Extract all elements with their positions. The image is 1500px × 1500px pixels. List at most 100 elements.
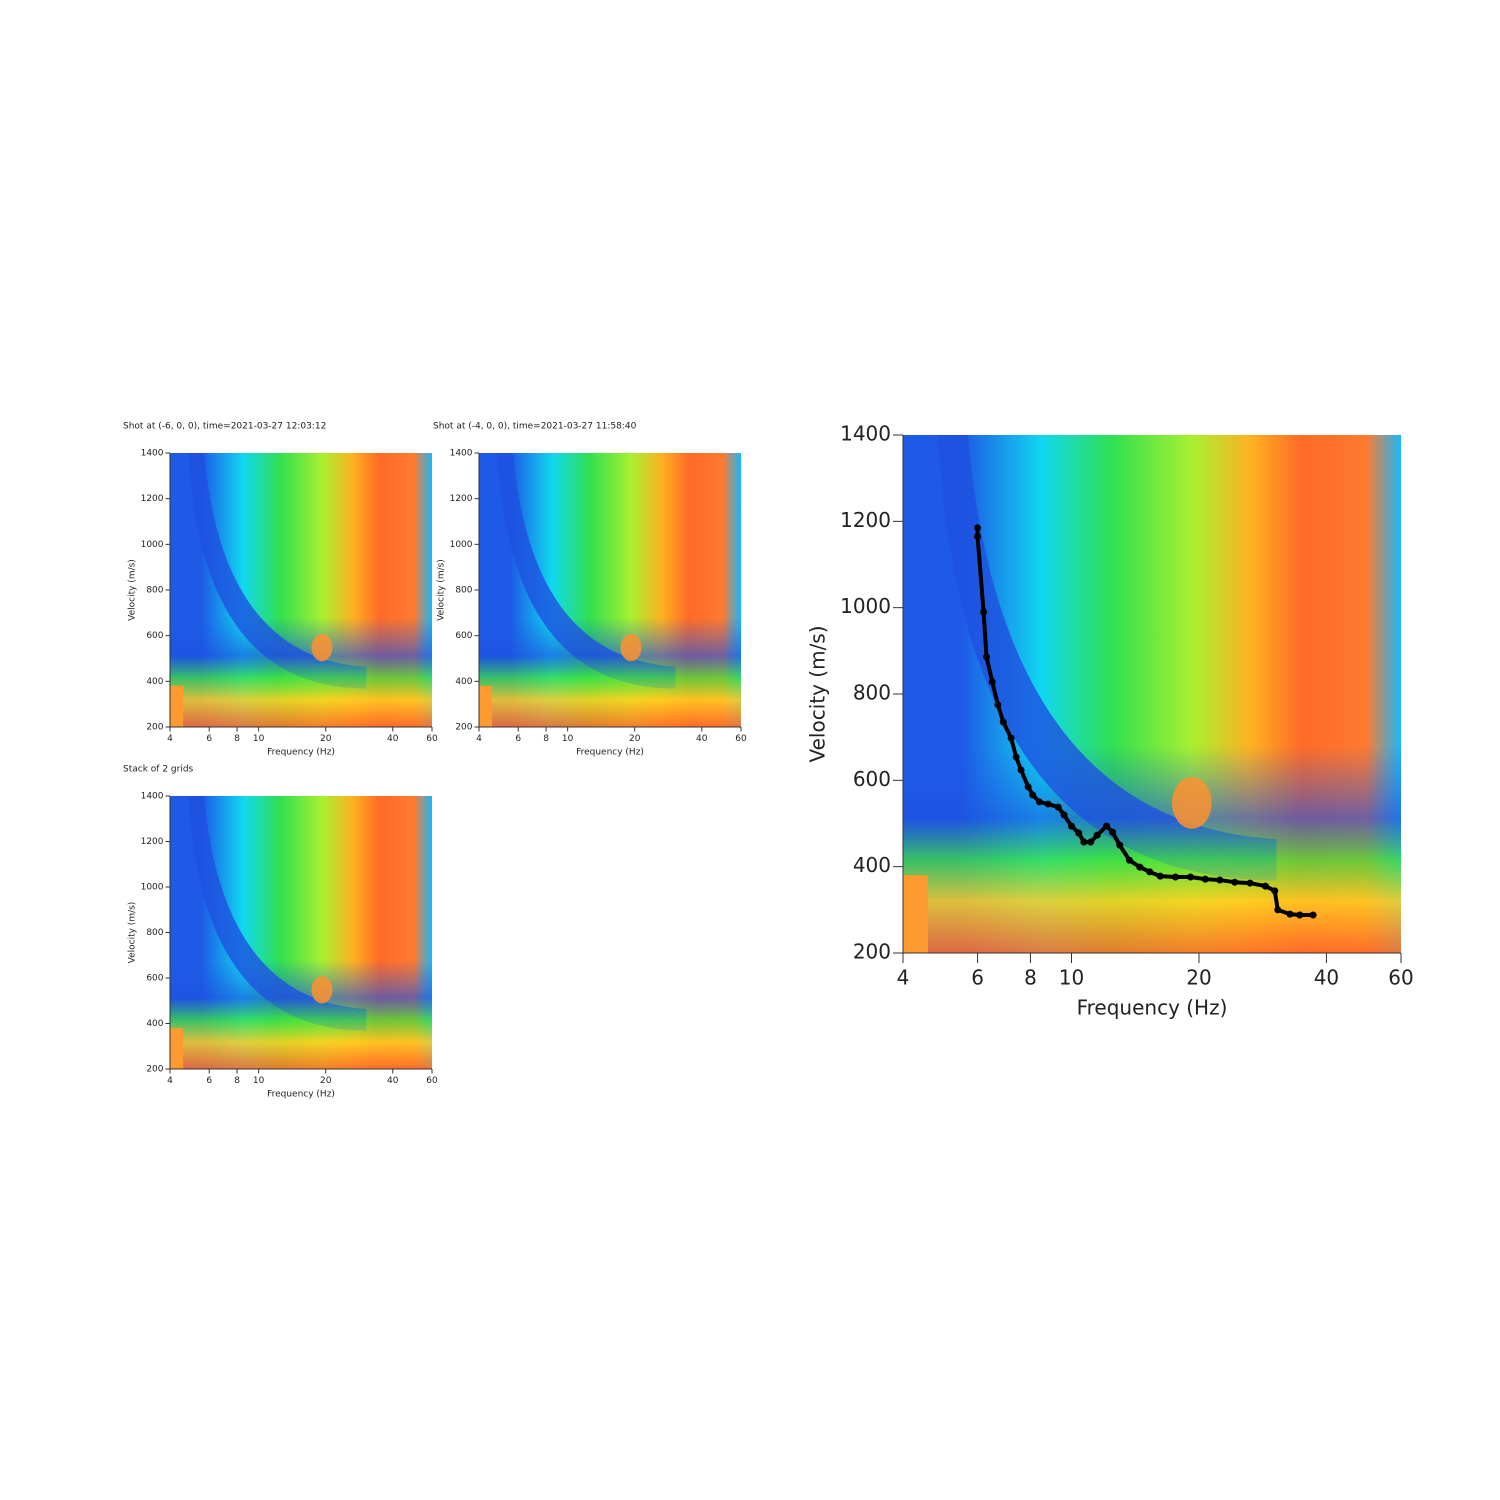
picked-point: [974, 532, 982, 540]
heatmap-edge: [170, 1028, 184, 1069]
y-tick-label: 1200: [840, 508, 891, 532]
y-tick-label: 400: [146, 677, 163, 687]
picked-point: [1044, 800, 1052, 808]
x-tick-label: 10: [253, 734, 265, 744]
picked-point: [1286, 910, 1294, 918]
y-axis-label: Velocity (m/s): [128, 902, 138, 964]
x-axis-label: Frequency (Hz): [1077, 996, 1228, 1020]
x-tick-label: 8: [1024, 966, 1037, 990]
x-tick-label: 10: [562, 734, 574, 744]
x-axis-label: Frequency (Hz): [267, 1090, 335, 1100]
y-tick-label: 400: [853, 853, 891, 877]
x-tick-label: 60: [426, 1076, 438, 1086]
picked-point: [974, 524, 982, 532]
y-tick-label: 1000: [141, 540, 164, 550]
picked-point: [1075, 829, 1083, 837]
x-tick-label: 60: [426, 734, 438, 744]
x-tick-label: 8: [543, 734, 549, 744]
picked-point: [1080, 838, 1088, 846]
x-tick-label: 60: [735, 734, 747, 744]
x-tick-label: 40: [387, 1076, 399, 1086]
picked-point: [980, 608, 988, 616]
y-tick-label: 1400: [141, 792, 164, 802]
x-tick-label: 6: [971, 966, 984, 990]
x-tick-label: 4: [897, 966, 910, 990]
heatmap-spot: [311, 976, 333, 1004]
picked-point: [1012, 753, 1020, 761]
x-tick-label: 6: [206, 1076, 212, 1086]
picked-point: [1216, 876, 1224, 884]
picked-point: [1309, 911, 1317, 919]
y-tick-label: 1400: [141, 449, 164, 459]
picked-point: [1029, 791, 1037, 799]
panel-title: Stack of 2 grids: [123, 765, 194, 775]
y-tick-label: 200: [146, 1065, 163, 1075]
picked-point: [1116, 841, 1124, 849]
picked-point: [1109, 828, 1117, 836]
x-tick-label: 10: [253, 1076, 265, 1086]
x-tick-label: 20: [320, 1076, 332, 1086]
picked-point: [1296, 911, 1304, 919]
x-tick-label: 10: [1059, 966, 1084, 990]
heatmap-bottom-band: [903, 745, 1401, 953]
heatmap-edge: [479, 685, 493, 727]
picked-point: [988, 678, 996, 686]
picked-point: [983, 653, 991, 661]
y-tick-label: 600: [146, 631, 163, 641]
y-tick-label: 800: [853, 681, 891, 705]
y-tick-label: 1000: [840, 594, 891, 618]
y-tick-label: 1200: [450, 494, 473, 504]
picked-point: [1060, 811, 1068, 819]
picked-point: [1201, 875, 1209, 883]
picked-point: [1187, 873, 1195, 881]
heatmap-edge: [903, 875, 928, 953]
picked-point: [1054, 803, 1062, 811]
picked-point: [1103, 822, 1111, 830]
panel-title: Shot at (-6, 0, 0), time=2021-03-27 12:0…: [123, 422, 326, 432]
heatmap-spot: [620, 633, 642, 662]
heatmap-spot: [311, 633, 333, 662]
y-tick-label: 1200: [141, 494, 164, 504]
picked-point: [1146, 868, 1154, 876]
picked-point: [994, 701, 1002, 709]
x-tick-label: 6: [206, 734, 212, 744]
y-tick-label: 200: [853, 940, 891, 964]
x-tick-label: 40: [387, 734, 399, 744]
picked-point: [1156, 872, 1164, 880]
picked-point: [1171, 873, 1179, 881]
x-tick-label: 20: [629, 734, 641, 744]
y-tick-label: 400: [146, 1019, 163, 1029]
y-axis-label: Velocity (m/s): [437, 559, 447, 621]
y-axis-label: Velocity (m/s): [128, 559, 138, 621]
heatmap-edge: [170, 685, 184, 727]
y-tick-label: 800: [146, 928, 163, 938]
y-tick-label: 1000: [141, 883, 164, 893]
y-tick-label: 1200: [141, 837, 164, 847]
x-tick-label: 6: [515, 734, 521, 744]
y-tick-label: 1400: [450, 449, 473, 459]
x-tick-label: 60: [1388, 966, 1413, 990]
heatmap-bottom-band: [170, 617, 432, 727]
picked-point: [1087, 838, 1095, 846]
picked-point: [1093, 831, 1101, 839]
x-tick-label: 20: [320, 734, 332, 744]
x-tick-label: 20: [1186, 966, 1211, 990]
x-tick-label: 8: [234, 1076, 240, 1086]
picked-curve: [975, 527, 1314, 918]
y-tick-label: 1400: [840, 422, 891, 446]
y-tick-label: 600: [455, 631, 472, 641]
picked-point: [1068, 822, 1076, 830]
y-tick-label: 200: [455, 723, 472, 733]
x-tick-label: 40: [696, 734, 708, 744]
picked-point: [1274, 906, 1282, 914]
x-axis-label: Frequency (Hz): [576, 748, 644, 758]
x-axis-label: Frequency (Hz): [267, 748, 335, 758]
heatmap-spot: [1171, 776, 1212, 829]
y-axis-label: Velocity (m/s): [806, 625, 830, 762]
x-tick-label: 4: [476, 734, 482, 744]
y-tick-label: 800: [455, 586, 472, 596]
picked-point: [1231, 878, 1239, 886]
picked-point: [1007, 734, 1015, 742]
x-tick-label: 4: [167, 1076, 173, 1086]
